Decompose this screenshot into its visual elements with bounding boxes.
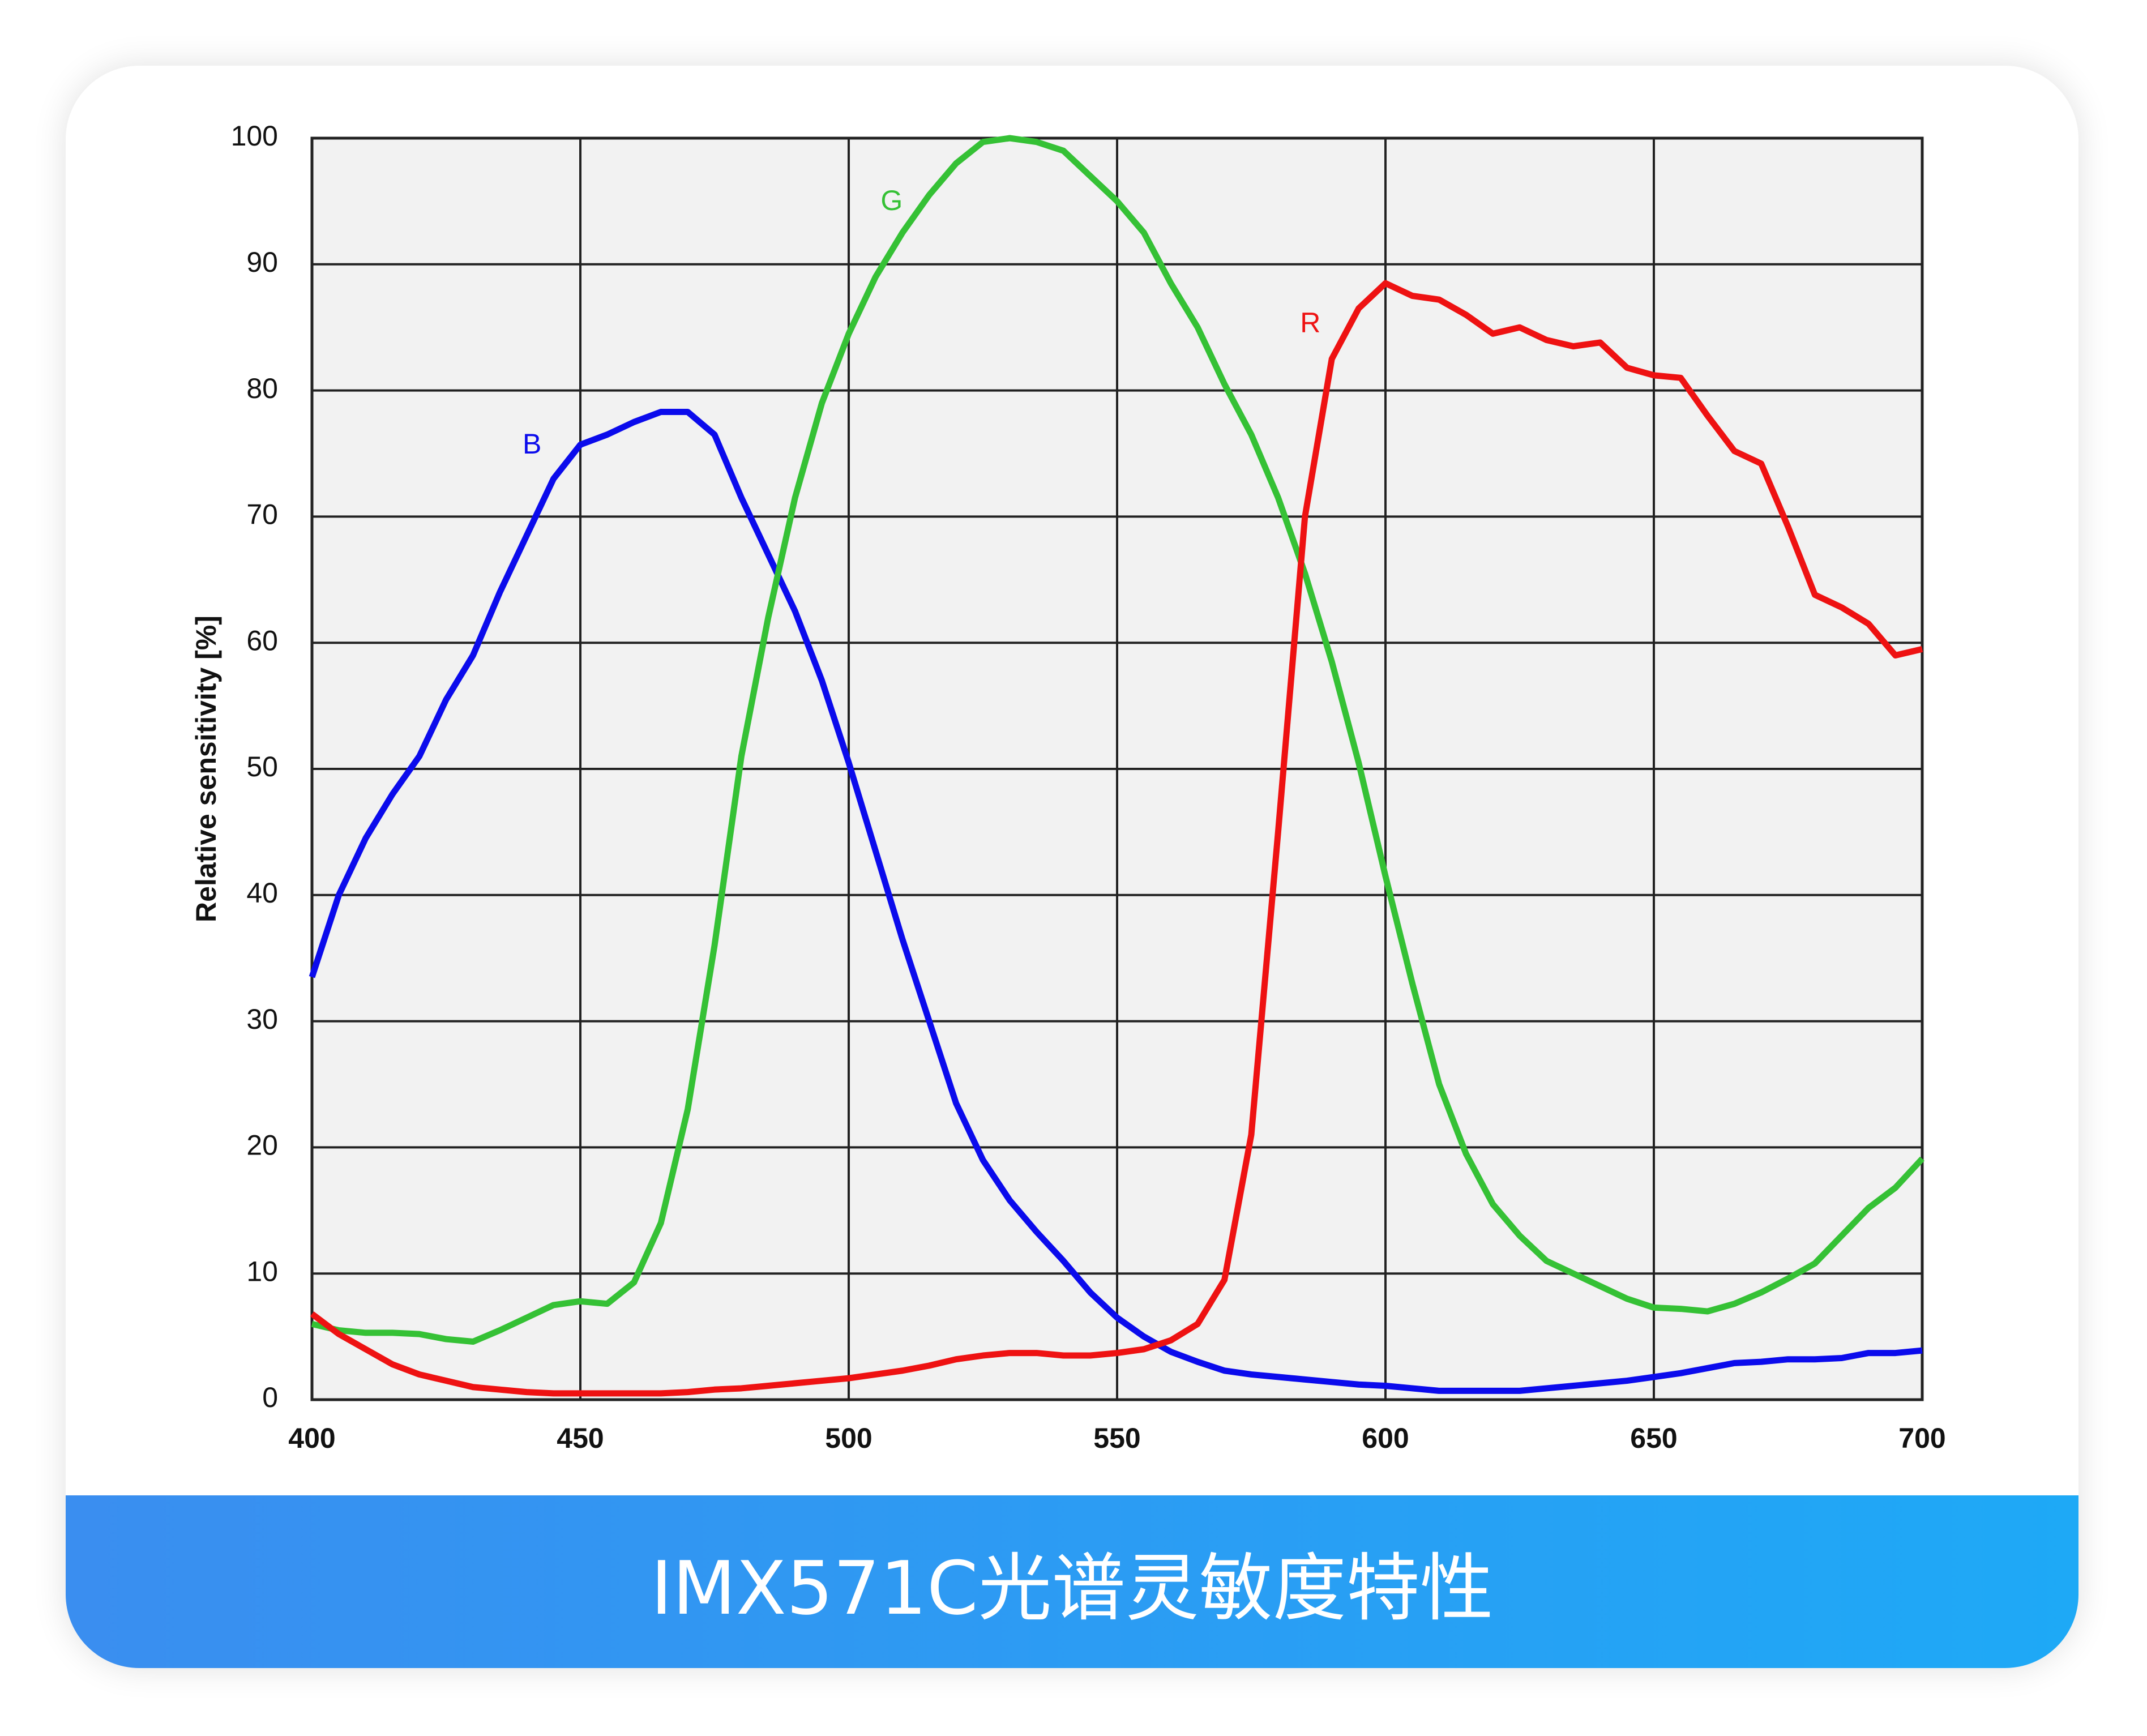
- y-tick-label: 20: [246, 1130, 278, 1161]
- caption: IMX571C光谱灵敏度特性: [66, 1495, 2078, 1668]
- y-tick-label: 10: [246, 1255, 278, 1287]
- y-tick-label: 100: [231, 120, 278, 152]
- y-tick-label: 50: [246, 751, 278, 783]
- x-tick-label: 550: [1093, 1422, 1140, 1454]
- y-tick-label: 30: [246, 1003, 278, 1035]
- series-label: R: [1300, 307, 1320, 339]
- series-line: [310, 280, 1923, 1397]
- series-line: [309, 408, 1923, 1394]
- y-tick-label: 60: [246, 625, 278, 656]
- x-tick-label: 700: [1898, 1422, 1945, 1454]
- x-tick-label: 600: [1362, 1422, 1409, 1454]
- y-tick-label: 90: [246, 246, 278, 278]
- y-tick-label: 0: [262, 1382, 278, 1413]
- x-tick-label: 450: [557, 1422, 604, 1454]
- x-tick-label: 650: [1630, 1422, 1677, 1454]
- series-label: G: [880, 185, 903, 216]
- y-tick-label: 40: [246, 877, 278, 909]
- y-axis-label: Relative sensitivity [%]: [190, 615, 222, 922]
- plot-frame: [310, 136, 1924, 1401]
- y-tick-label: 70: [246, 499, 278, 531]
- series-line: [311, 135, 1925, 1345]
- series-label: B: [523, 428, 541, 460]
- x-tick-label: 500: [825, 1422, 872, 1454]
- x-tick-label: 400: [288, 1422, 335, 1454]
- y-tick-label: 80: [246, 373, 278, 404]
